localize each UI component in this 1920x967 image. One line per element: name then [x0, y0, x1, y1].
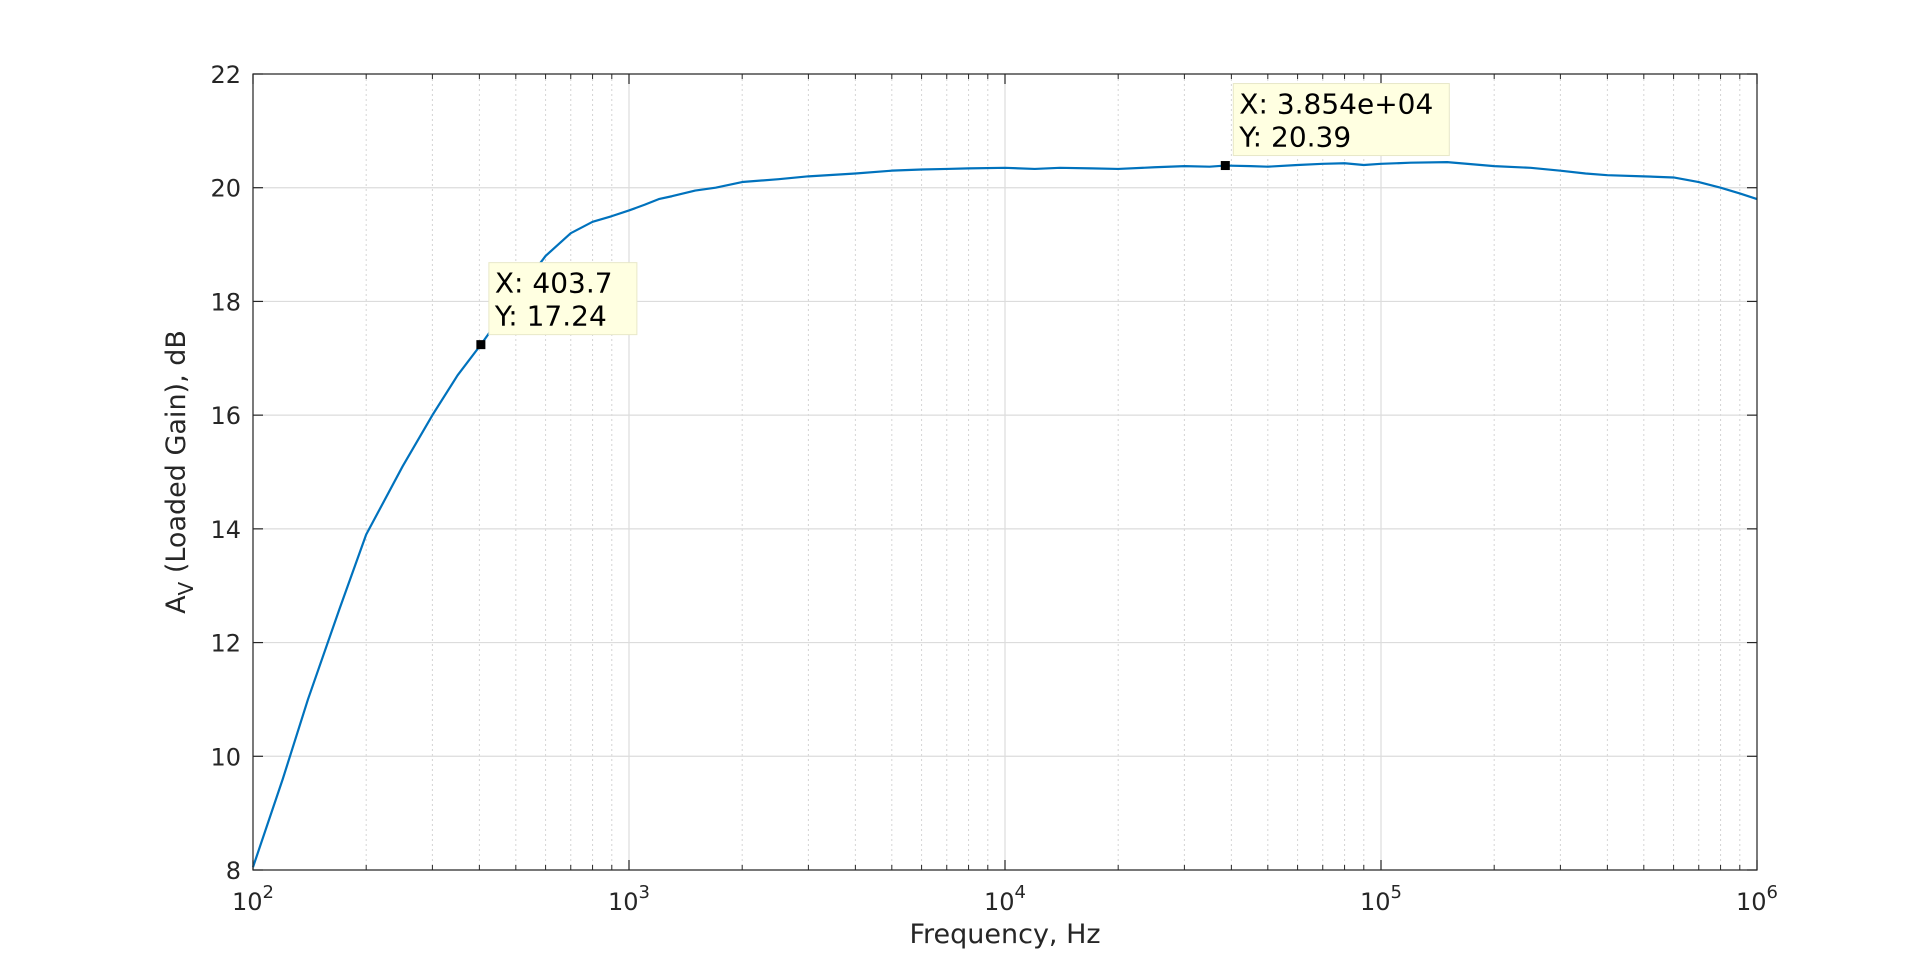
datatip: X: 403.7Y: 17.24: [476, 262, 638, 350]
x-tick-exponent: 4: [1015, 882, 1026, 903]
y-tick-label: 18: [210, 288, 241, 316]
y-tick-label: 10: [210, 743, 241, 771]
x-tick-base: 10: [984, 888, 1015, 916]
y-axis-label-main: A: [161, 595, 192, 614]
datatip-x-label: X: 403.7: [495, 267, 613, 300]
x-tick-label: 105: [1360, 882, 1402, 916]
y-tick-label: 8: [226, 857, 241, 885]
y-axis-label: AV (Loaded Gain), dB: [161, 330, 198, 614]
datatips: X: 403.7Y: 17.24 X: 3.854e+04Y: 20.39: [476, 83, 1450, 350]
x-tick-label: 106: [1736, 882, 1778, 916]
datatip-box: [488, 262, 638, 336]
y-tick-label: 22: [210, 61, 241, 89]
y-tick-label: 16: [210, 402, 241, 430]
y-axis-label-rest: (Loaded Gain), dB: [161, 330, 192, 582]
x-tick-label: 103: [608, 882, 650, 916]
datatip-box: [1232, 83, 1450, 157]
datatip-marker: [476, 340, 486, 350]
y-tick-label: 14: [210, 516, 241, 544]
x-tick-base: 10: [1736, 888, 1767, 916]
plot-frame: [252, 73, 1758, 871]
x-tick-exponent: 2: [263, 882, 274, 903]
datatip: X: 3.854e+04Y: 20.39: [1220, 83, 1450, 171]
x-tick-exponent: 5: [1391, 882, 1402, 903]
datatip-y-label: Y: 20.39: [1238, 121, 1351, 154]
y-axis-label-sub: V: [174, 581, 198, 595]
y-tick-label: 20: [210, 175, 241, 203]
x-tick-base: 10: [608, 888, 639, 916]
datatip-x-label: X: 3.854e+04: [1239, 88, 1433, 121]
x-tick-base: 10: [1360, 888, 1391, 916]
x-tick-label: 104: [984, 882, 1026, 916]
x-tick-exponent: 6: [1767, 882, 1778, 903]
datatip-marker: [1220, 161, 1230, 171]
x-tick-label: 102: [232, 882, 274, 916]
datatip-y-label: Y: 17.24: [494, 300, 607, 333]
y-tick-label: 12: [210, 630, 241, 658]
x-axis-label: Frequency, Hz: [909, 919, 1100, 950]
x-tick-exponent: 3: [639, 882, 650, 903]
x-tick-base: 10: [232, 888, 263, 916]
